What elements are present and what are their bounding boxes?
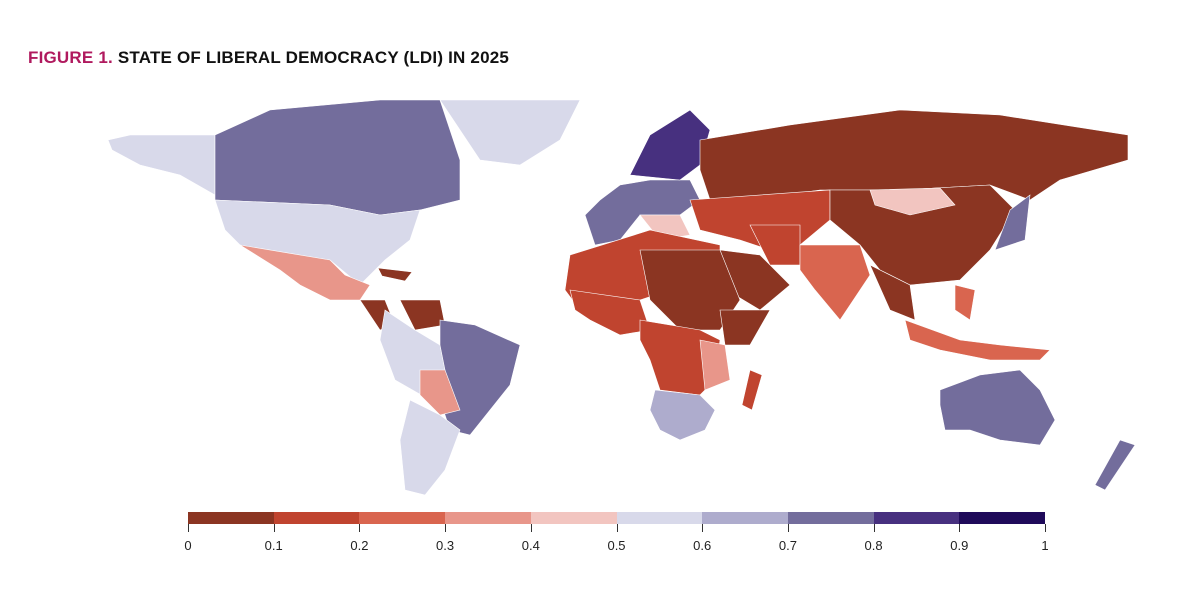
legend-tick-label: 0.1: [264, 538, 283, 553]
legend-tick: [959, 524, 961, 532]
region-greenland: [439, 99, 581, 166]
region-china: [829, 184, 1016, 286]
region-southeast-asia: [869, 264, 916, 321]
legend-tick: [873, 524, 875, 532]
region-canada: [214, 99, 461, 216]
legend-swatch: [273, 512, 360, 524]
figure-title-text: STATE OF LIBERAL DEMOCRACY (LDI) IN 2025: [117, 48, 510, 67]
region-brazil: [439, 319, 521, 436]
color-legend: 0 0.1 0.2 0.3 0.4 0.5 0.6 0.7 0.8 0.9 1: [184, 512, 1049, 554]
legend-tick-label: 0: [184, 538, 192, 553]
region-australia: [939, 369, 1056, 446]
region-madagascar: [741, 369, 763, 411]
region-east-africa: [699, 339, 731, 391]
legend-tick: [273, 524, 275, 532]
region-mongolia: [869, 187, 956, 216]
region-japan: [994, 194, 1031, 251]
region-egypt-sudan: [639, 249, 741, 331]
region-cuba: [377, 267, 413, 282]
legend-color-bar: [188, 512, 1046, 524]
legend-swatch: [873, 512, 960, 524]
legend-tick-label: 0.5: [607, 538, 626, 553]
legend-swatch: [445, 512, 531, 524]
legend-tick-label: 0.7: [778, 538, 797, 553]
region-india: [799, 244, 871, 321]
legend-swatch: [616, 512, 703, 524]
region-west-africa: [569, 289, 651, 336]
legend-tick-label: 0.4: [521, 538, 540, 553]
legend-tick: [530, 524, 532, 532]
region-new-zealand: [1094, 439, 1136, 491]
legend-tick-label: 0.2: [350, 538, 369, 553]
region-scandinavia: [629, 109, 711, 181]
legend-tick: [359, 524, 361, 532]
legend-tick-label: 1: [1041, 538, 1049, 553]
region-bolivia-paraguay: [419, 369, 461, 416]
legend-tick-label: 0.9: [950, 538, 969, 553]
region-horn-of-africa: [719, 309, 771, 346]
legend-swatch: [787, 512, 874, 524]
region-southern-africa: [649, 389, 716, 441]
region-alaska: [107, 134, 216, 196]
legend-tick: [188, 524, 189, 532]
region-southern-cone: [399, 399, 461, 496]
region-indonesia: [904, 319, 1051, 361]
legend-tick: [445, 524, 447, 532]
legend-tick: [1045, 524, 1046, 532]
legend-swatch: [959, 512, 1046, 524]
legend-tick: [702, 524, 704, 532]
legend-tick-label: 0.8: [864, 538, 883, 553]
legend-tick-label: 0.3: [436, 538, 455, 553]
legend-swatch: [359, 512, 446, 524]
legend-swatch: [188, 512, 274, 524]
figure-number: FIGURE 1.: [28, 48, 113, 67]
legend-tick: [616, 524, 618, 532]
region-russia: [699, 109, 1129, 201]
legend-swatch: [702, 512, 788, 524]
figure-title: FIGURE 1. STATE OF LIBERAL DEMOCRACY (LD…: [28, 48, 509, 68]
region-philippines: [954, 284, 976, 321]
legend-swatch: [530, 512, 617, 524]
legend-tick: [787, 524, 789, 532]
legend-ticks: 0 0.1 0.2 0.3 0.4 0.5 0.6 0.7 0.8 0.9 1: [184, 524, 1049, 554]
region-usa: [214, 199, 421, 286]
legend-tick-label: 0.6: [693, 538, 712, 553]
